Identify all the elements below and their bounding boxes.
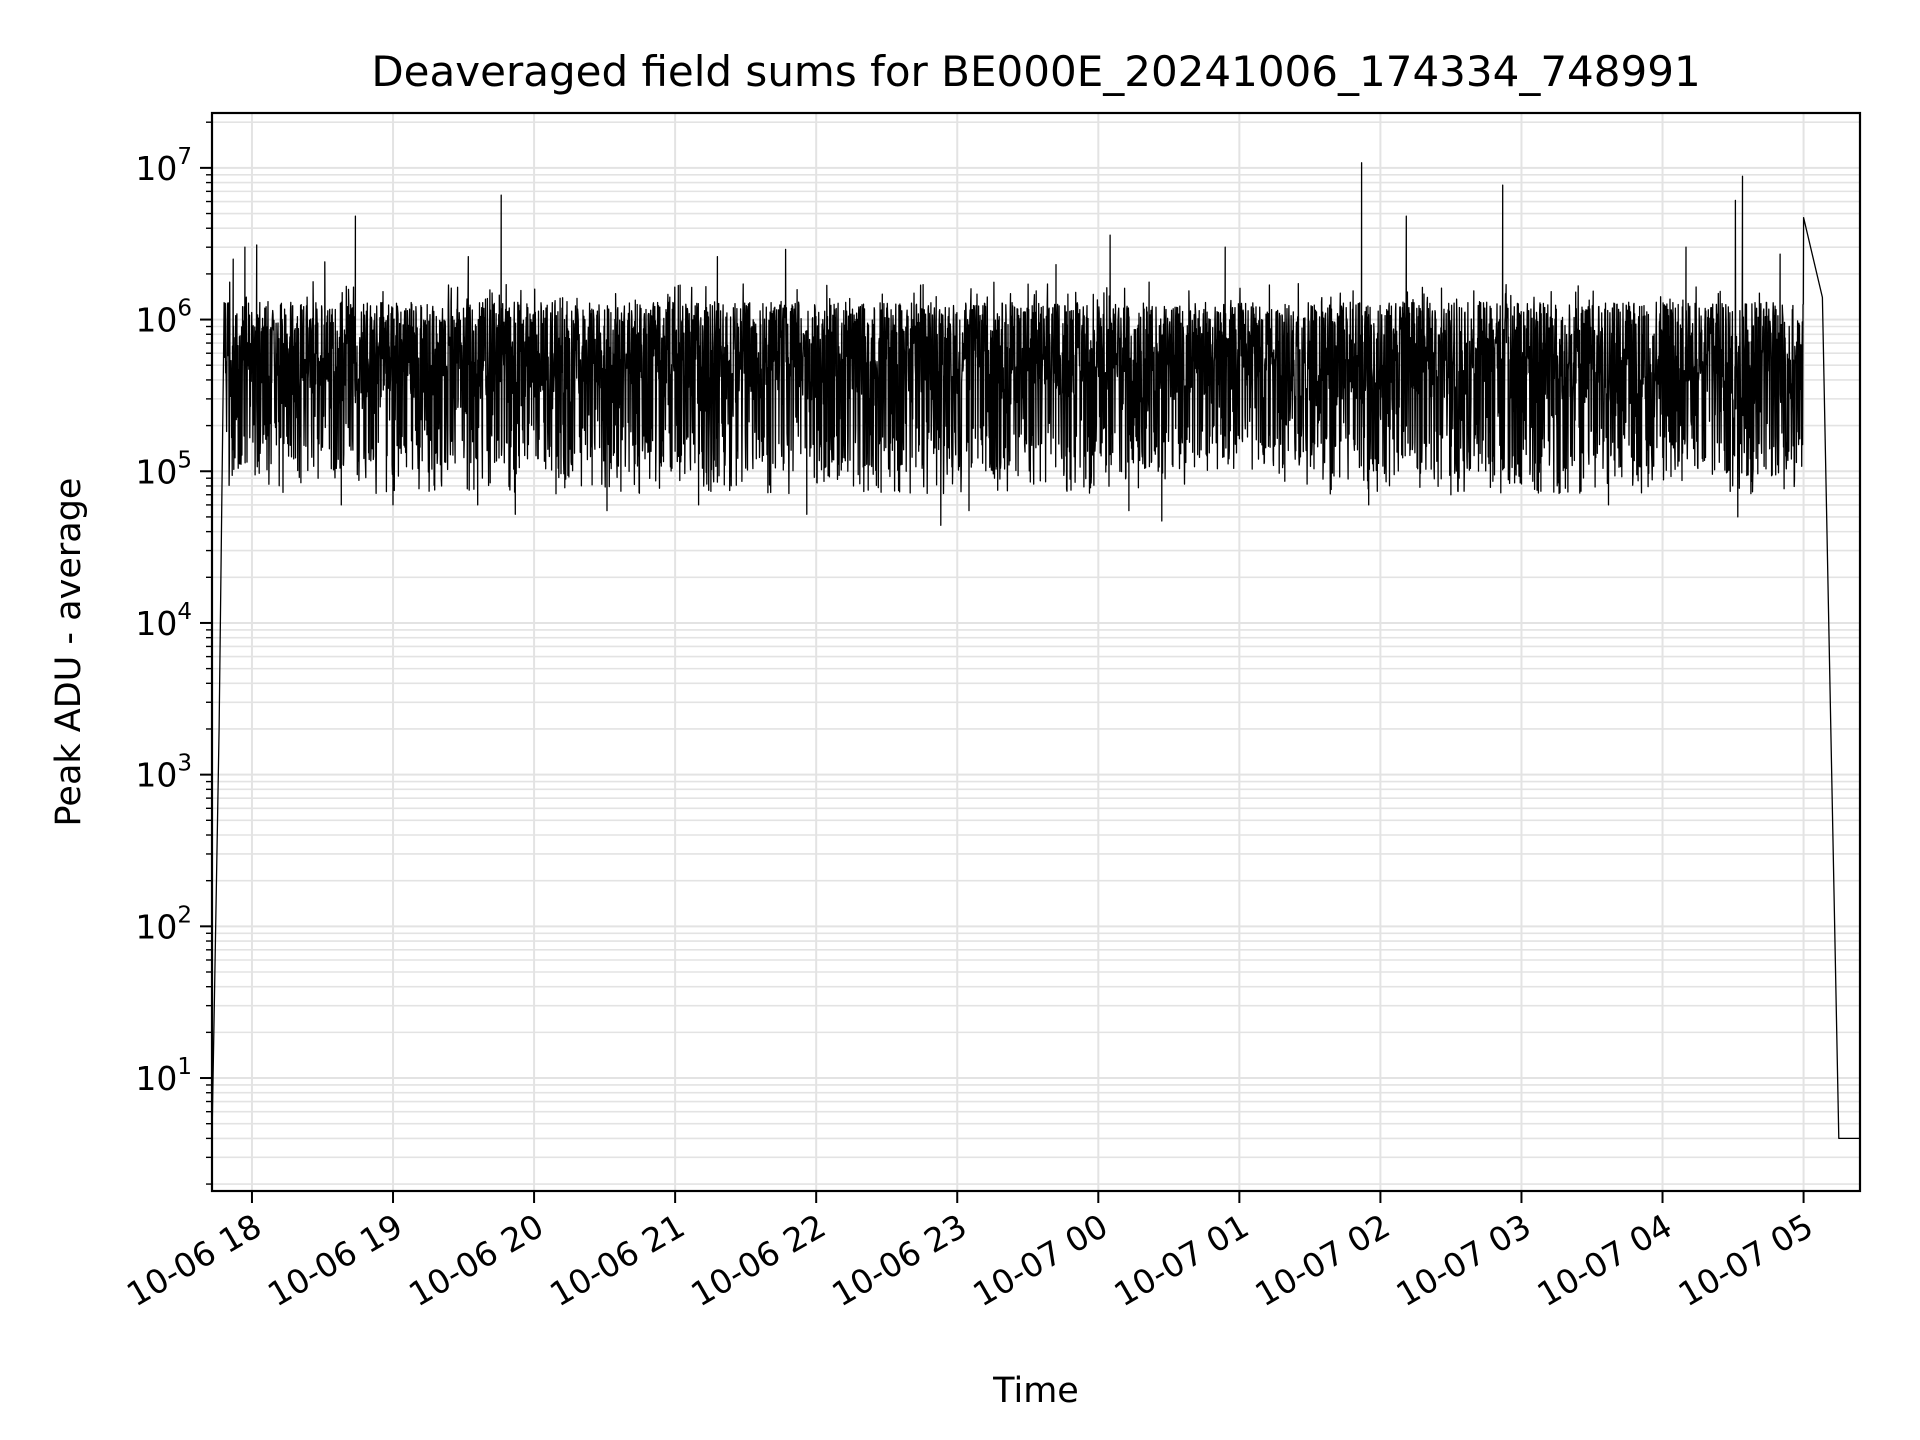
- grid: [212, 113, 1860, 1191]
- y-tick-label: 101: [135, 1054, 192, 1098]
- y-tick-label: 104: [135, 599, 192, 643]
- y-axis-ticks: 101 102 103 104 105 106 107: [135, 121, 212, 1185]
- y-tick-label: 105: [135, 447, 192, 491]
- y-tick-label: 107: [135, 144, 192, 188]
- plot-frame: [210, 111, 1862, 1193]
- data-series-line: [211, 162, 1860, 1140]
- chart-title: Deaveraged field sums for BE000E_2024100…: [371, 47, 1700, 96]
- y-tick-label: 103: [135, 751, 192, 795]
- y-axis-label: Peak ADU - average: [49, 478, 89, 827]
- y-tick-label: 106: [135, 296, 192, 340]
- series-line: [211, 162, 1860, 1140]
- y-tick-label: 102: [135, 902, 192, 946]
- x-axis-label: Time: [992, 1371, 1079, 1411]
